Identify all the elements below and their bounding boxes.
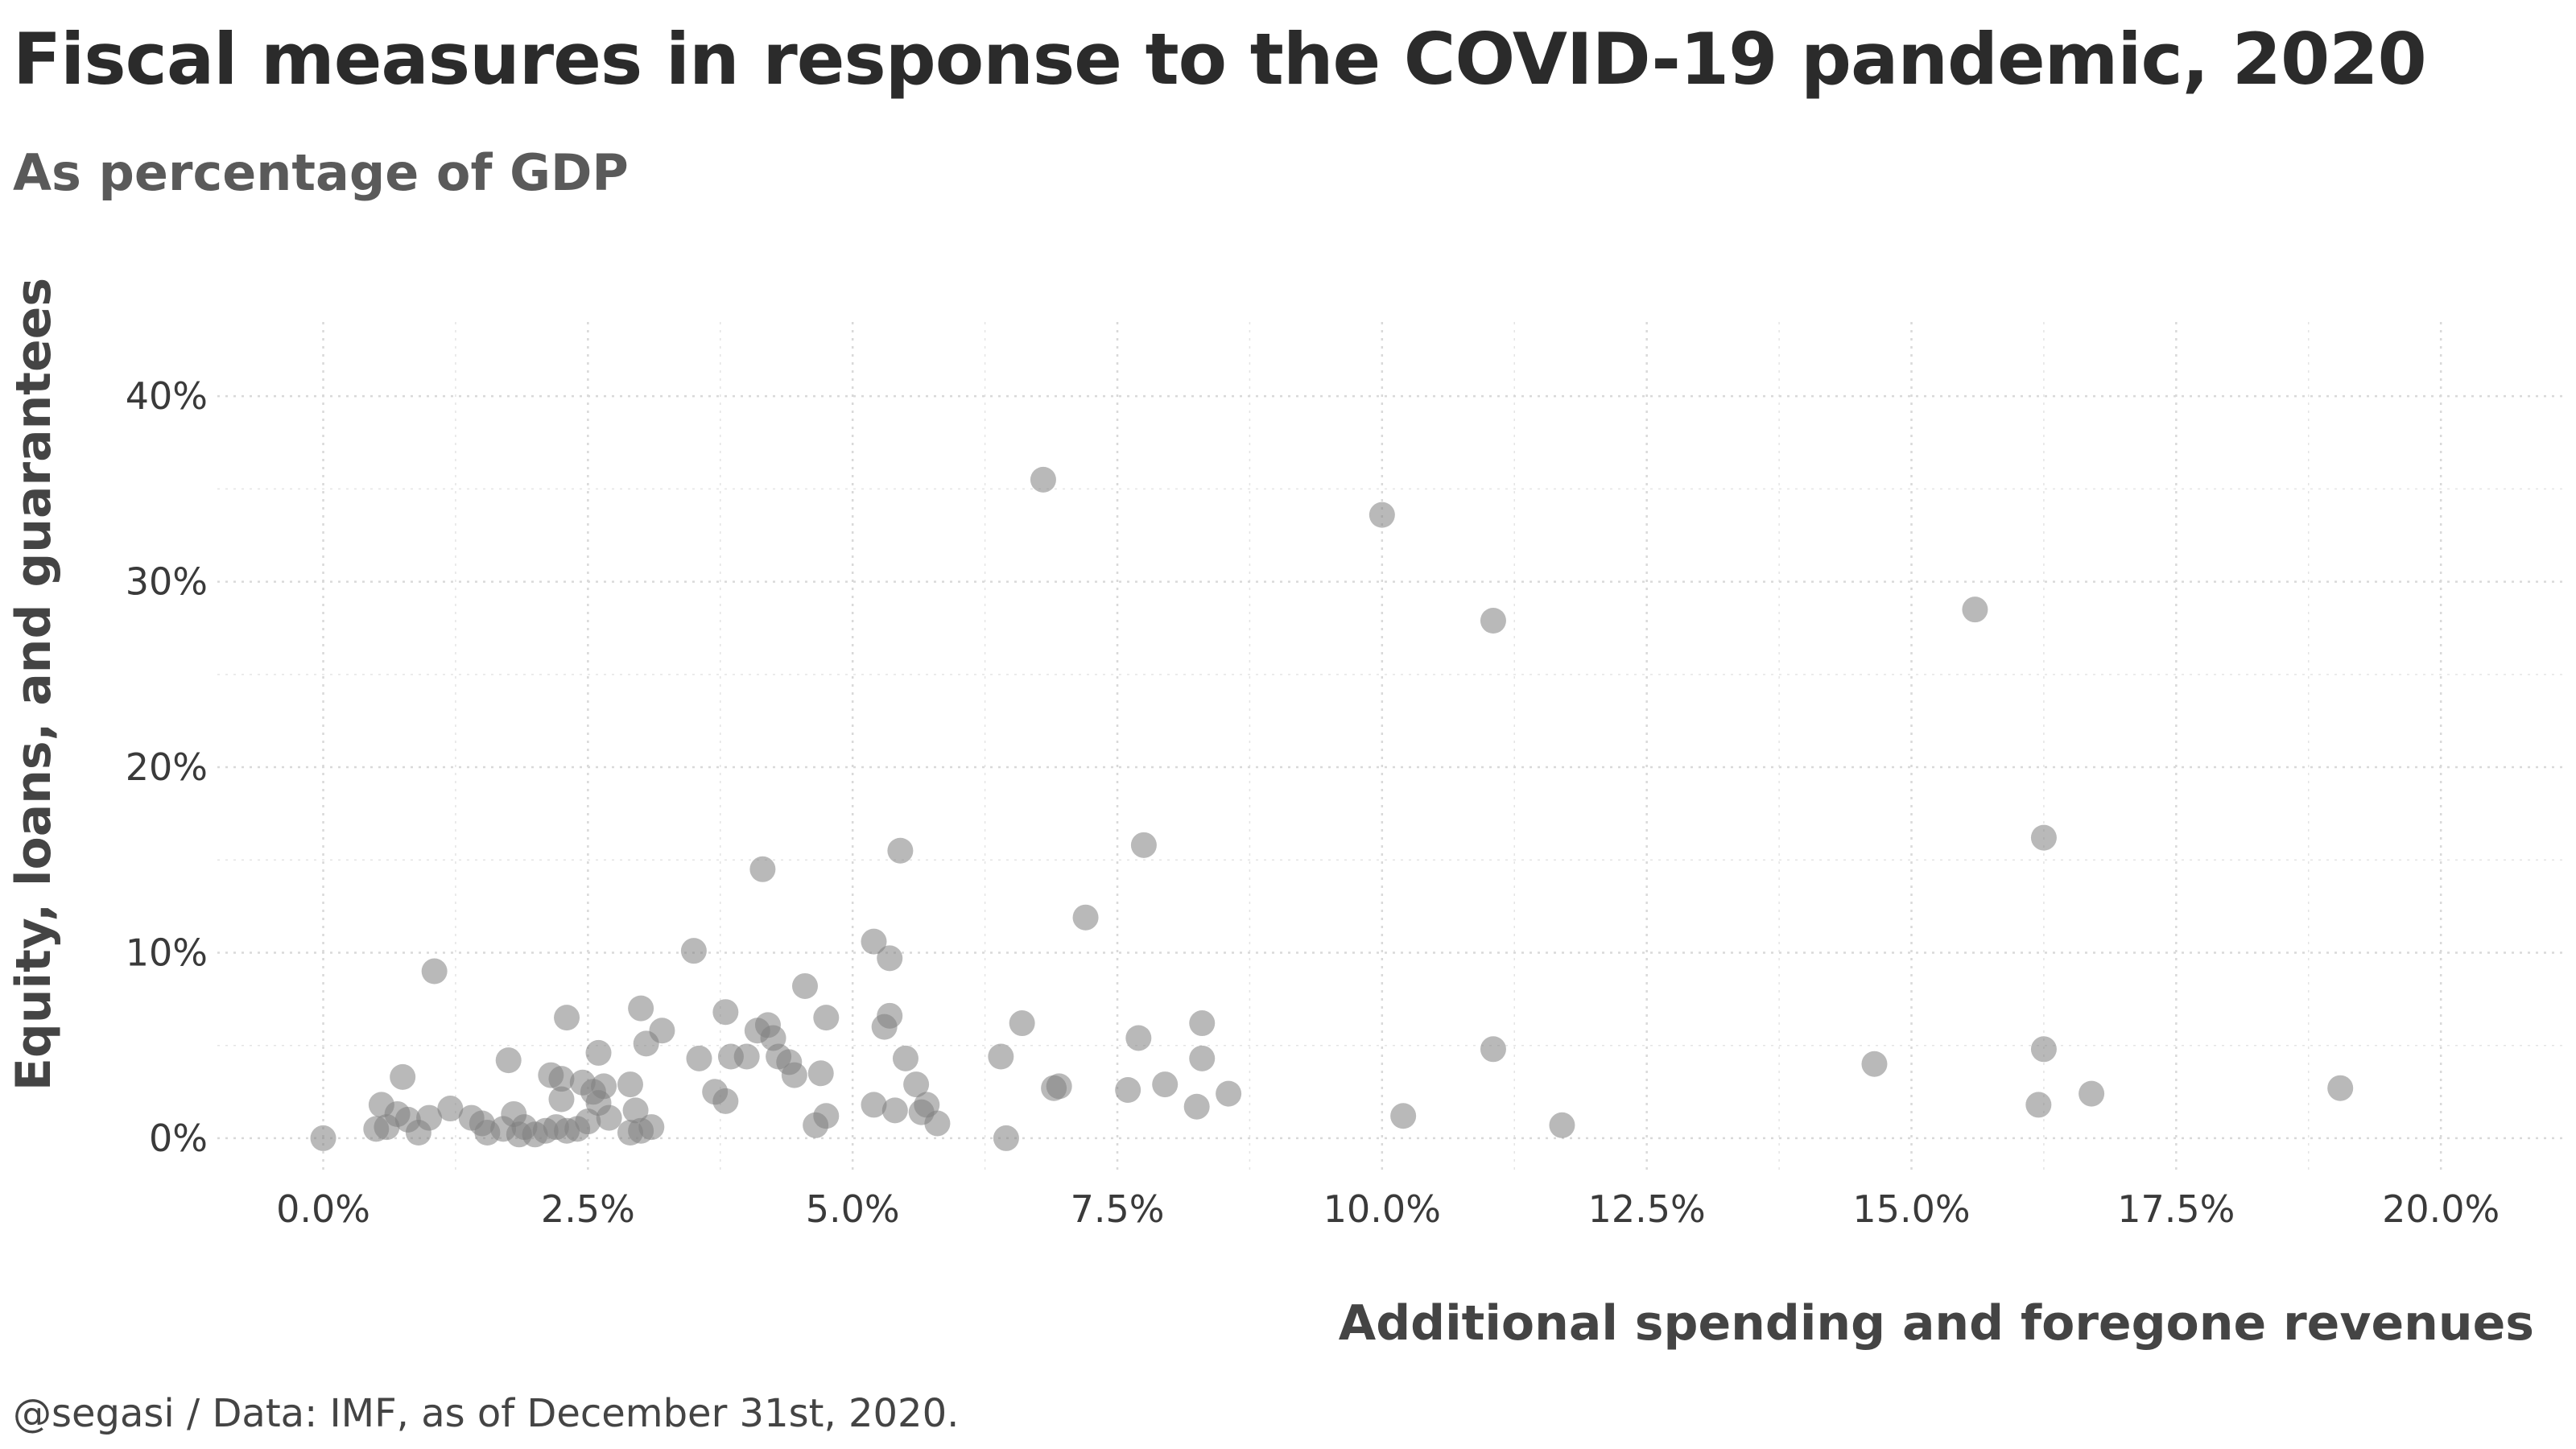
- data-point: [813, 1005, 840, 1031]
- y-axis-title: Equity, loans, and guarantees: [6, 278, 62, 1091]
- x-tick-label: 2.5%: [541, 1187, 635, 1231]
- data-point: [591, 1073, 617, 1100]
- data-point: [1183, 1093, 1210, 1120]
- y-tick-label: 0%: [149, 1117, 208, 1160]
- data-point: [877, 945, 903, 972]
- x-tick-label: 17.5%: [2117, 1187, 2235, 1231]
- data-point: [1189, 1010, 1216, 1037]
- data-point: [749, 856, 776, 882]
- chart-title: Fiscal measures in response to the COVID…: [13, 18, 2427, 101]
- data-point: [887, 837, 914, 864]
- data-point: [310, 1125, 336, 1151]
- data-point: [1480, 608, 1506, 634]
- data-point: [2327, 1075, 2354, 1101]
- data-point: [390, 1063, 416, 1090]
- data-point: [495, 1047, 522, 1074]
- data-point: [1549, 1112, 1575, 1138]
- x-tick-label: 7.5%: [1071, 1187, 1165, 1231]
- data-point: [733, 1043, 760, 1070]
- data-point: [2079, 1080, 2105, 1107]
- data-points: [310, 466, 2354, 1151]
- data-point: [628, 995, 654, 1022]
- data-point: [1189, 1045, 1216, 1071]
- data-point: [437, 1096, 464, 1122]
- data-point: [881, 1097, 908, 1124]
- data-point: [421, 958, 448, 985]
- data-point: [877, 1002, 903, 1029]
- x-tick-label: 12.5%: [1588, 1187, 1706, 1231]
- data-point: [1480, 1036, 1506, 1063]
- x-tick-label: 10.0%: [1323, 1187, 1441, 1231]
- data-point: [792, 972, 818, 999]
- x-axis-title: Additional spending and foregone revenue…: [1339, 1295, 2534, 1352]
- y-tick-label: 30%: [126, 560, 208, 604]
- data-point: [2030, 1036, 2057, 1063]
- data-point: [1030, 466, 1056, 493]
- data-point: [2025, 1092, 2052, 1118]
- x-tick-label: 20.0%: [2382, 1187, 2500, 1231]
- data-point: [2030, 824, 2057, 851]
- data-point: [680, 938, 707, 964]
- data-point: [649, 1018, 675, 1044]
- data-point: [861, 928, 887, 955]
- data-point: [1125, 1025, 1152, 1051]
- data-point: [638, 1114, 665, 1141]
- data-point: [1962, 597, 1988, 623]
- data-point: [548, 1066, 575, 1092]
- data-point: [686, 1045, 712, 1071]
- data-point: [712, 999, 739, 1026]
- data-point: [993, 1125, 1019, 1151]
- data-point: [712, 1088, 739, 1114]
- data-point: [781, 1062, 807, 1088]
- data-point: [813, 1103, 840, 1129]
- data-point: [1115, 1077, 1141, 1103]
- x-tick-label: 15.0%: [1852, 1187, 1970, 1231]
- data-point: [1046, 1073, 1072, 1100]
- y-tick-label: 20%: [126, 745, 208, 789]
- y-tick-label: 10%: [126, 931, 208, 974]
- data-point: [596, 1104, 622, 1131]
- data-point: [416, 1104, 443, 1131]
- data-point: [861, 1092, 887, 1118]
- data-point: [617, 1071, 643, 1098]
- tick-labels: 0.0% 2.5% 5.0% 7.5% 10.0% 12.5% 15.0% 17.5% 20.0…: [126, 374, 2500, 1231]
- x-tick-label: 5.0%: [806, 1187, 900, 1231]
- data-point: [892, 1045, 919, 1071]
- chart-caption: @segasi / Data: IMF, as of December 31st…: [13, 1391, 960, 1436]
- chart-subtitle: As percentage of GDP: [13, 143, 629, 202]
- x-tick-label: 0.0%: [276, 1187, 370, 1231]
- data-point: [807, 1060, 834, 1087]
- data-point: [1390, 1103, 1417, 1129]
- data-point: [988, 1043, 1014, 1070]
- gridlines: [217, 322, 2568, 1175]
- data-point: [622, 1097, 649, 1124]
- data-point: [1072, 904, 1099, 931]
- data-point: [1009, 1010, 1035, 1037]
- data-point: [903, 1071, 930, 1098]
- y-tick-label: 40%: [126, 374, 208, 418]
- data-point: [585, 1039, 612, 1066]
- data-point: [1152, 1071, 1179, 1098]
- data-point: [548, 1086, 575, 1113]
- data-point: [1216, 1080, 1242, 1107]
- data-point: [1861, 1051, 1888, 1077]
- data-point: [924, 1110, 951, 1137]
- data-point: [554, 1005, 580, 1031]
- data-point: [1130, 832, 1157, 858]
- data-point: [1368, 502, 1395, 528]
